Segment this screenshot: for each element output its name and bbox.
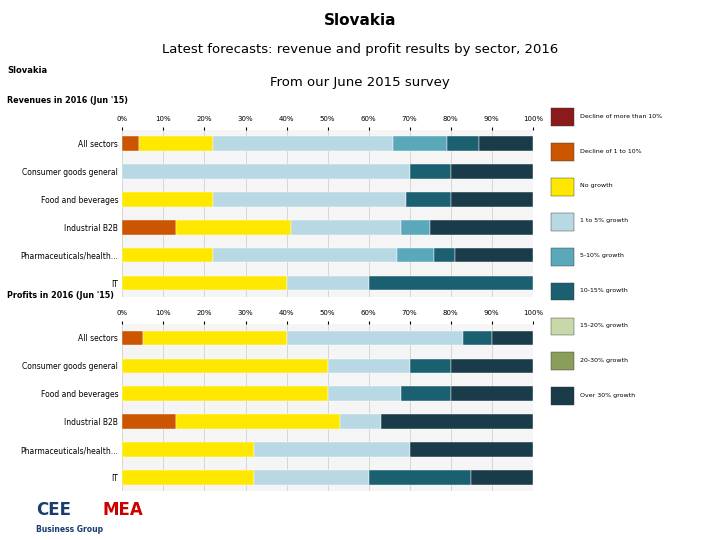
Text: Business Group: Business Group	[36, 524, 103, 534]
Bar	[451, 359, 533, 373]
Bar	[551, 353, 574, 370]
Bar	[122, 330, 143, 345]
Text: Over 30% growth: Over 30% growth	[580, 393, 636, 398]
Text: Slovakia: Slovakia	[7, 66, 48, 75]
Bar	[122, 387, 328, 401]
Bar	[176, 414, 340, 429]
Bar	[139, 136, 212, 151]
Bar	[253, 442, 410, 457]
Bar	[291, 220, 402, 234]
Bar	[551, 213, 574, 231]
Bar	[551, 282, 574, 300]
Bar	[369, 470, 472, 485]
Bar	[122, 359, 328, 373]
Text: 20-30% growth: 20-30% growth	[580, 358, 629, 363]
Bar	[472, 470, 533, 485]
Text: From our June 2015 survey: From our June 2015 survey	[270, 76, 450, 89]
Text: 1 to 5% growth: 1 to 5% growth	[580, 218, 629, 224]
Text: CEE: CEE	[36, 501, 71, 519]
Text: 5-10% growth: 5-10% growth	[580, 253, 624, 258]
Bar	[397, 248, 434, 262]
Text: 15-20% growth: 15-20% growth	[580, 323, 628, 328]
Text: Decline of 1 to 10%: Decline of 1 to 10%	[580, 148, 642, 153]
Bar	[402, 387, 451, 401]
Bar	[451, 192, 533, 207]
Text: 10-15% growth: 10-15% growth	[580, 288, 628, 293]
Bar	[381, 414, 533, 429]
Bar	[212, 192, 405, 207]
Bar	[287, 330, 463, 345]
Bar	[551, 318, 574, 335]
Bar	[402, 220, 431, 234]
Text: MEA: MEA	[102, 501, 143, 519]
Bar	[176, 220, 291, 234]
Bar	[122, 136, 139, 151]
Bar	[480, 136, 533, 151]
Bar	[212, 136, 393, 151]
Bar	[253, 470, 369, 485]
Bar	[431, 220, 533, 234]
Bar	[340, 414, 381, 429]
Text: Profits in 2016 (Jun '15): Profits in 2016 (Jun '15)	[7, 291, 114, 300]
Bar	[122, 414, 176, 429]
Bar	[369, 276, 533, 291]
Bar	[492, 330, 533, 345]
Bar	[122, 164, 410, 179]
Bar	[551, 387, 574, 405]
Bar	[434, 248, 455, 262]
Bar	[551, 178, 574, 195]
Bar	[122, 220, 176, 234]
Bar	[410, 359, 451, 373]
Bar	[287, 276, 369, 291]
Text: Revenues in 2016 (Jun '15): Revenues in 2016 (Jun '15)	[7, 96, 128, 105]
Bar	[405, 192, 451, 207]
Bar	[410, 164, 451, 179]
Bar	[122, 276, 287, 291]
Bar	[463, 330, 492, 345]
Text: No growth: No growth	[580, 184, 613, 188]
Bar	[551, 108, 574, 126]
Bar	[551, 143, 574, 161]
Bar	[122, 192, 212, 207]
Bar	[212, 248, 397, 262]
Bar	[122, 442, 253, 457]
Bar	[122, 248, 212, 262]
Bar	[455, 248, 533, 262]
Text: Decline of more than 10%: Decline of more than 10%	[580, 113, 662, 119]
Bar	[446, 136, 480, 151]
Bar	[393, 136, 446, 151]
Bar	[122, 470, 253, 485]
Bar	[143, 330, 287, 345]
Text: Slovakia: Slovakia	[324, 13, 396, 28]
Text: Latest forecasts: revenue and profit results by sector, 2016: Latest forecasts: revenue and profit res…	[162, 43, 558, 56]
Bar	[551, 248, 574, 266]
Bar	[451, 164, 533, 179]
Bar	[410, 442, 533, 457]
Bar	[328, 387, 402, 401]
Bar	[451, 387, 533, 401]
Bar	[328, 359, 410, 373]
